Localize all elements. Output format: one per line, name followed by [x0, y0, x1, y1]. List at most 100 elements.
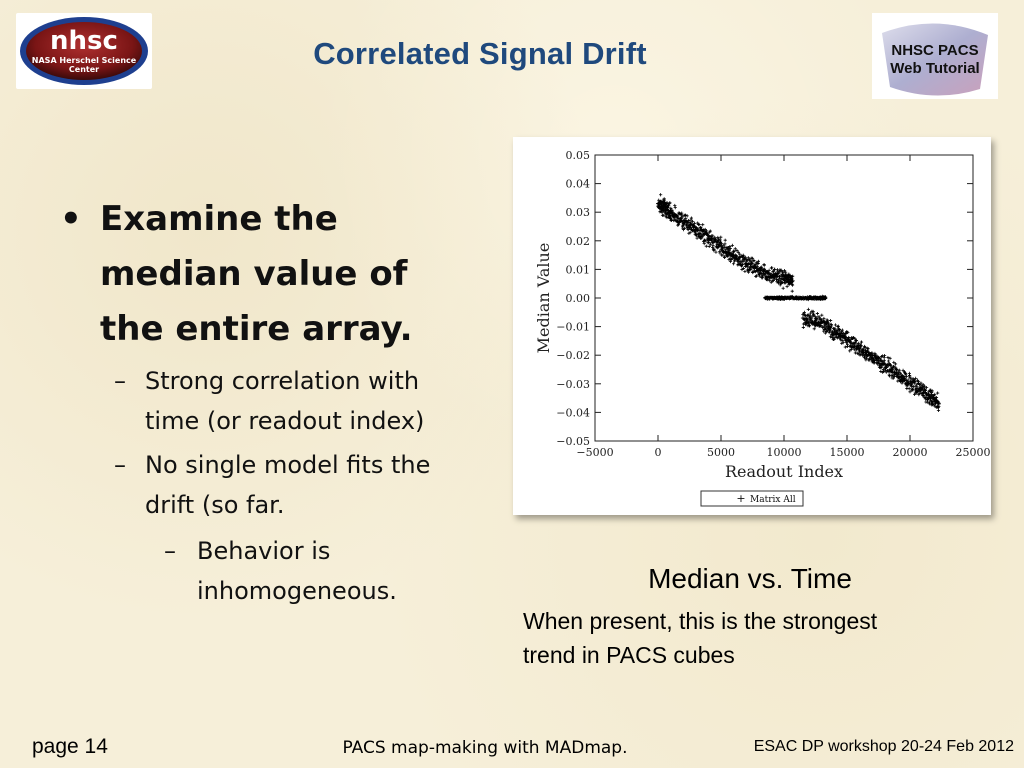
scatter-point: [843, 345, 847, 349]
scatter-point: [806, 307, 810, 311]
scatter-point: [896, 379, 900, 383]
scatter-point: [864, 356, 868, 360]
scatter-point: [874, 353, 878, 357]
scatter-point: [700, 235, 704, 239]
scatter-point: [761, 274, 765, 278]
scatter-point: [879, 365, 884, 369]
scatter-point: [907, 381, 911, 385]
scatter-point: [832, 337, 836, 342]
series-point: [790, 278, 795, 283]
scatter-point: [933, 392, 937, 396]
scatter-point: [733, 247, 737, 251]
scatter-point: [661, 213, 665, 217]
scatter-point: [683, 226, 687, 230]
scatter-point: [668, 201, 672, 205]
series-point: [800, 316, 805, 321]
scatter-point: [827, 322, 831, 326]
scatter-point: [759, 265, 763, 269]
scatter-point: [846, 343, 850, 347]
scatter-point: [711, 244, 715, 248]
scatter-point: [723, 242, 727, 246]
series-point: [813, 318, 818, 323]
scatter-point: [886, 355, 890, 360]
scatter-point: [915, 382, 919, 386]
sub-sub-bullet-line-2: inhomogeneous.: [197, 577, 397, 605]
y-tick-label: −0.04: [556, 406, 590, 419]
scatter-point: [682, 222, 686, 226]
sub-bullet-model: – No single model fits the drift (so far…: [60, 445, 500, 525]
scatter-point: [721, 246, 725, 250]
scatter-point: [743, 269, 747, 273]
x-tick-label: 10000: [767, 446, 802, 459]
sub-bullet-1-line-2: time (or readout index): [145, 407, 425, 435]
series-point: [823, 296, 828, 300]
caption-line-1: When present, this is the strongest: [523, 608, 878, 634]
scatter-point: [741, 253, 745, 257]
scatter-point: [711, 234, 715, 238]
scatter-point: [704, 244, 708, 248]
scatter-point: [727, 248, 731, 252]
scatter-point: [863, 345, 867, 349]
scatter-point: [829, 326, 833, 330]
series-point: [851, 341, 856, 346]
scatter-point: [688, 225, 693, 230]
scatter-point: [888, 356, 892, 360]
scatter-point: [924, 386, 929, 390]
scatter-point: [736, 250, 740, 254]
scatter-point: [701, 223, 705, 227]
bullet-main-line-3: the entire array.: [100, 309, 413, 349]
y-tick-label: −0.03: [556, 378, 590, 391]
sub-bullet-marker: –: [114, 367, 126, 395]
scatter-point: [718, 251, 722, 255]
scatter-point: [859, 343, 863, 348]
median-plot: −5000 0 5000 10000 15000 20000 25000 0.05 0.04 0.…: [513, 137, 991, 515]
scatter-point: [790, 289, 794, 293]
scatter-point: [692, 221, 697, 225]
scatter-point: [754, 263, 758, 267]
scatter-point: [702, 241, 706, 246]
scatter-point: [852, 346, 856, 350]
scatter-point: [781, 286, 785, 290]
scatter-point: [686, 221, 690, 225]
legend-marker: +: [736, 492, 745, 505]
scatter-point: [745, 258, 749, 262]
scatter-point: [900, 381, 904, 385]
scatter-point: [784, 270, 788, 274]
scatter-point: [708, 242, 713, 246]
sub-bullet-2-line-1: No single model fits the: [145, 451, 431, 479]
scatter-point: [823, 331, 827, 335]
y-tick-label: −0.01: [556, 321, 590, 334]
scatter-point: [697, 222, 701, 227]
y-axis-label: Median Value: [534, 243, 553, 354]
bullet-main-line-1: Examine the: [100, 199, 338, 239]
scatter-point: [741, 266, 746, 271]
scatter-point: [807, 319, 811, 323]
scatter-point: [840, 328, 844, 332]
scatter-point: [730, 243, 734, 247]
bullet-main: • Examine the median value of the entire…: [60, 192, 500, 357]
scatter-point: [707, 244, 711, 249]
scatter-point: [882, 359, 886, 363]
scatter-point: [750, 256, 755, 260]
scatter-point: [883, 362, 887, 366]
scatter-point: [686, 227, 690, 231]
scatter-point: [728, 246, 732, 251]
scatter-point: [754, 274, 759, 278]
scatter-point: [726, 254, 730, 258]
scatter-point: [704, 239, 708, 243]
series-point: [681, 218, 686, 223]
scatter-point: [934, 395, 939, 400]
scatter-point: [831, 333, 835, 337]
bullet-list: • Examine the median value of the entire…: [60, 192, 500, 611]
scatter-point: [770, 266, 774, 270]
logo-subtitle-2: Center: [69, 65, 99, 74]
scatter-point: [919, 381, 923, 385]
scatter-point: [897, 368, 901, 372]
scatter-point: [914, 376, 918, 380]
x-tick-label: 15000: [830, 446, 865, 459]
scatter-point: [688, 220, 692, 224]
scatter-point: [870, 351, 874, 355]
caption-line-2: trend in PACS cubes: [523, 642, 735, 668]
x-tick-label: 5000: [707, 446, 735, 459]
scatter-point: [846, 330, 850, 335]
